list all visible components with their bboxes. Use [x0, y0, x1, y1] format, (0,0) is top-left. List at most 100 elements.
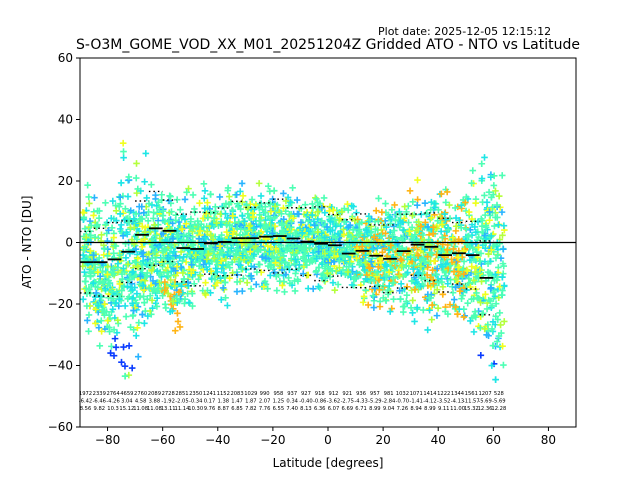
scatter-point [373, 269, 381, 276]
scatter-point [430, 223, 437, 231]
bin-annotation-text: 15.32 [464, 406, 479, 412]
scatter-point [132, 332, 140, 339]
scatter-point [151, 221, 158, 229]
scatter-point [255, 229, 263, 237]
scatter-point [162, 246, 169, 254]
scatter-point [449, 289, 457, 296]
scatter-point [247, 222, 254, 229]
bin-annotation-text: 6.55 [273, 406, 285, 412]
scatter-point [285, 274, 292, 282]
scatter-point [411, 274, 418, 282]
scatter-point [101, 245, 108, 253]
scatter-point [134, 263, 142, 271]
scatter-point [108, 224, 116, 232]
scatter-point [310, 218, 318, 225]
scatter-point [250, 251, 258, 258]
bin-annotation-text: 1.38 [218, 399, 230, 405]
scatter-point [151, 286, 158, 294]
scatter-point [267, 223, 275, 231]
bin-annotation-text: 10.3 [107, 406, 119, 412]
scatter-point [124, 193, 132, 200]
scatter-point [334, 281, 342, 288]
scatter-point [390, 274, 397, 282]
scatter-point [489, 318, 497, 326]
scatter-point [437, 228, 445, 235]
scatter-point [346, 233, 354, 241]
scatter-point [138, 223, 146, 230]
scatter-point [323, 223, 331, 231]
scatter-point [423, 271, 431, 279]
scatter-point [468, 263, 476, 270]
scatter-point [344, 268, 352, 276]
scatter-point [149, 304, 156, 312]
scatter-point [332, 223, 339, 230]
scatter-point [95, 214, 103, 222]
scatter-point [429, 230, 437, 237]
scatter-point [488, 325, 496, 333]
scatter-point [338, 208, 346, 216]
scatter-point [195, 275, 202, 283]
scatter-point [488, 246, 495, 254]
scatter-point [141, 299, 148, 306]
scatter-point [433, 265, 441, 272]
scatter-point [85, 200, 93, 207]
scatter-point [152, 280, 159, 288]
scatter-point [315, 264, 323, 271]
scatter-point [108, 343, 115, 350]
bin-annotation-text: 0.17 [204, 399, 216, 405]
scatter-point [231, 235, 238, 243]
scatter-point [360, 233, 368, 240]
bin-annotation-text: 12.36 [478, 406, 493, 412]
scatter-point [207, 289, 214, 297]
scatter-point [168, 208, 175, 216]
scatter-point [388, 231, 396, 239]
scatter-point [421, 276, 429, 283]
bin-annotation-text: 11.00 [450, 406, 465, 412]
scatter-point [197, 240, 205, 248]
scatter-point [490, 172, 498, 180]
scatter-point [128, 269, 136, 276]
bin-annotation-text: 957 [370, 391, 380, 397]
scatter-point [276, 277, 284, 285]
scatter-point [489, 342, 497, 349]
scatter-point [454, 310, 461, 318]
scatter-point [483, 331, 490, 339]
scatter-point [340, 245, 348, 252]
scatter-point [408, 277, 416, 285]
scatter-point [491, 271, 499, 278]
scatter-point [315, 234, 322, 242]
bin-annotation-text: 2728 [162, 391, 175, 397]
scatter-point [87, 247, 94, 255]
scatter-point [284, 222, 291, 229]
scatter-point [164, 269, 171, 276]
scatter-point [399, 303, 407, 311]
scatter-point [421, 199, 429, 207]
scatter-point [413, 304, 421, 311]
scatter-point [226, 274, 233, 282]
scatter-point [500, 318, 508, 325]
scatter-point [122, 205, 129, 213]
scatter-point [396, 272, 403, 280]
scatter-point [187, 215, 195, 223]
scatter-point [114, 260, 122, 267]
scatter-point [443, 188, 451, 196]
scatter-point [481, 232, 488, 239]
scatter-point [414, 252, 422, 259]
scatter-point [213, 219, 221, 227]
bin-annotation-text: -5.29 [368, 399, 381, 405]
scatter-point [428, 316, 436, 323]
scatter-point [492, 254, 500, 262]
scatter-point [153, 267, 161, 275]
scatter-point [463, 193, 470, 201]
bin-annotation-text: 8.94 [410, 406, 422, 412]
scatter-point [253, 268, 261, 276]
scatter-point [94, 284, 102, 291]
scatter-point [112, 299, 120, 307]
scatter-point [230, 228, 238, 235]
scatter-point [137, 273, 144, 280]
scatter-point [496, 240, 503, 247]
scatter-point [86, 286, 93, 293]
scatter-point [476, 324, 484, 332]
scatter-point [91, 194, 98, 202]
scatter-point [363, 226, 370, 234]
